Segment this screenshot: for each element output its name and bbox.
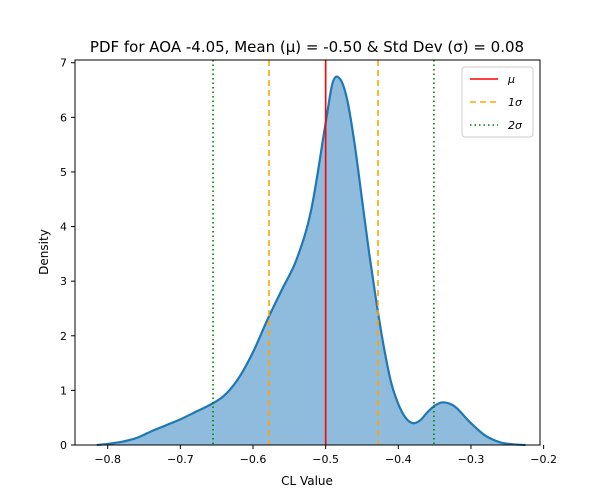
- x-axis-ticks: −0.8 −0.7 −0.6 −0.5 −0.4 −0.3 −0.2: [94, 445, 557, 466]
- y-tick-label: 2: [60, 330, 67, 343]
- legend-label: μ: [507, 73, 515, 86]
- kde-curve-line: [96, 75, 526, 447]
- y-axis-label: Density: [37, 229, 51, 275]
- y-tick-label: 7: [60, 57, 67, 70]
- legend: μ 1σ 2σ: [461, 66, 534, 138]
- axes-frame: [74, 59, 541, 446]
- legend-box: [461, 66, 534, 138]
- x-tick-label: −0.6: [240, 453, 267, 466]
- legend-item-mean: μ: [470, 73, 515, 86]
- y-tick-label: 1: [60, 384, 67, 397]
- legend-item-2sigma: 2σ: [470, 119, 523, 132]
- y-tick-label: 6: [60, 111, 67, 124]
- legend-label: 2σ: [508, 119, 523, 132]
- x-tick-label: −0.5: [312, 453, 339, 466]
- y-axis-ticks: 0 1 2 3 4 5 6 7: [60, 57, 75, 452]
- y-tick-label: 3: [60, 275, 67, 288]
- legend-label: 1σ: [508, 96, 523, 109]
- legend-item-1sigma: 1σ: [470, 96, 523, 109]
- y-tick-label: 5: [60, 166, 67, 179]
- chart-title: PDF for AOA -4.05, Mean (μ) = -0.50 & St…: [90, 38, 524, 56]
- plot-area: [96, 60, 526, 447]
- x-axis-label: CL Value: [281, 474, 333, 488]
- x-tick-label: −0.7: [167, 453, 194, 466]
- y-tick-label: 0: [60, 439, 67, 452]
- x-tick-label: −0.3: [458, 453, 485, 466]
- kde-area-fill: [96, 76, 526, 445]
- x-tick-label: −0.2: [530, 453, 557, 466]
- x-tick-label: −0.8: [94, 453, 121, 466]
- y-tick-label: 4: [60, 221, 67, 234]
- x-tick-label: −0.4: [385, 453, 412, 466]
